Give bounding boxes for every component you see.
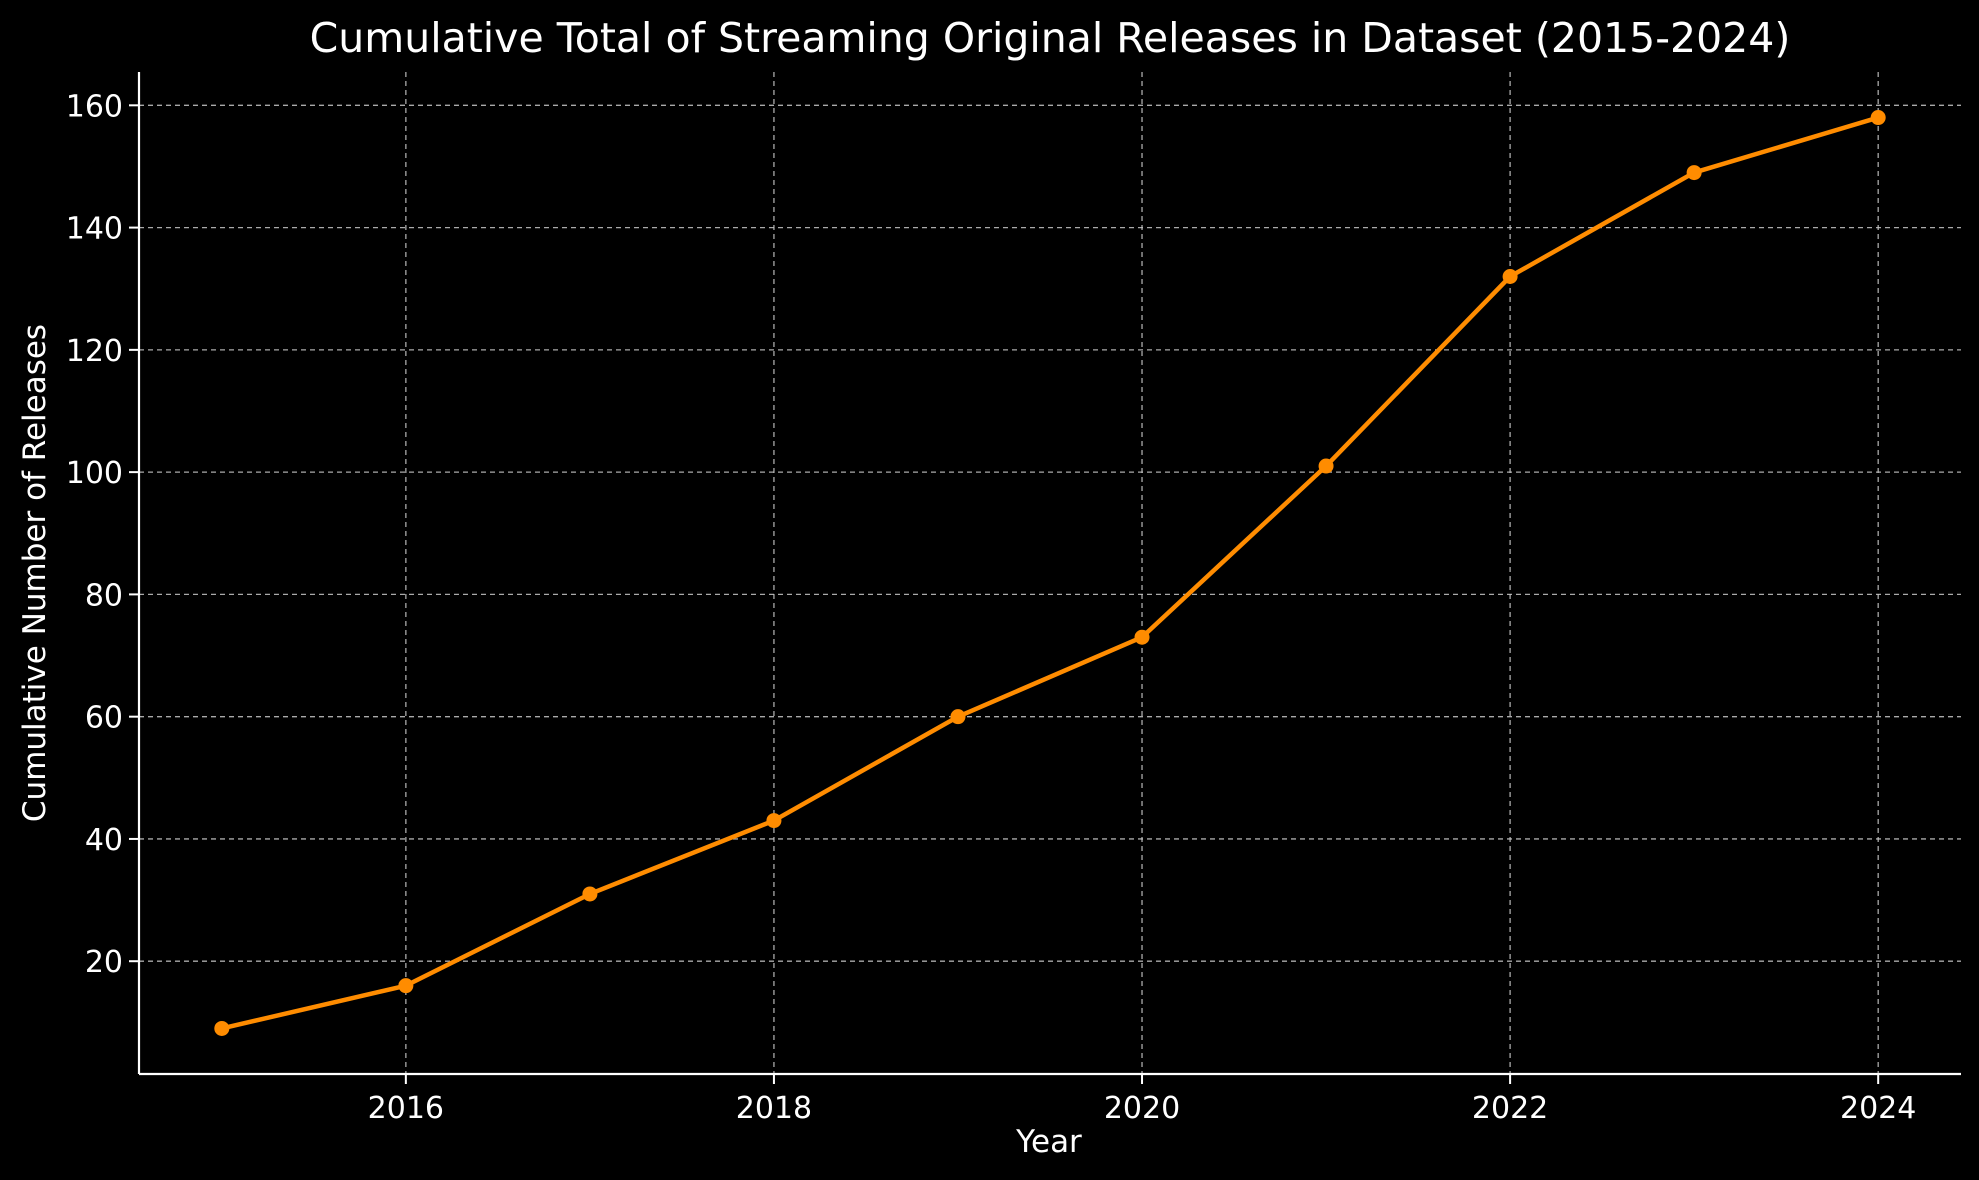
y-tick-label: 100 (66, 456, 123, 491)
data-point (1502, 268, 1518, 284)
data-point (398, 978, 414, 994)
x-tick-label: 2020 (1104, 1091, 1180, 1126)
x-tick-label: 2016 (368, 1091, 444, 1126)
y-tick-label: 80 (85, 578, 123, 613)
x-gridlines (405, 72, 1879, 1074)
y-gridlines (139, 104, 1961, 962)
data-point (950, 709, 966, 725)
y-tick-label: 160 (66, 89, 123, 124)
data-point (214, 1020, 230, 1036)
x-tick-label: 2018 (736, 1091, 812, 1126)
data-point (582, 886, 598, 902)
x-axis-ticks: 2016 2018 2020 2022 2024 (368, 1074, 1916, 1126)
data-point (1870, 110, 1886, 126)
y-axis-ticks: 20 40 60 80 100 120 140 160 (66, 89, 139, 980)
y-tick-label: 140 (66, 212, 123, 247)
y-tick-label: 60 (85, 701, 123, 736)
data-point (766, 813, 782, 829)
y-tick-label: 40 (85, 823, 123, 858)
chart-title: Cumulative Total of Streaming Original R… (310, 14, 1791, 62)
y-tick-label: 120 (66, 334, 123, 369)
y-tick-label: 20 (85, 945, 123, 980)
data-point (1134, 629, 1150, 645)
data-point (1686, 165, 1702, 181)
series-layer (214, 110, 1886, 1036)
series-line (219, 115, 1881, 1031)
data-point (1318, 458, 1334, 474)
x-axis-title: Year (1015, 1124, 1082, 1160)
y-axis-title: Cumulative Number of Releases (17, 324, 53, 822)
x-tick-label: 2022 (1472, 1091, 1548, 1126)
x-tick-label: 2024 (1840, 1091, 1916, 1126)
